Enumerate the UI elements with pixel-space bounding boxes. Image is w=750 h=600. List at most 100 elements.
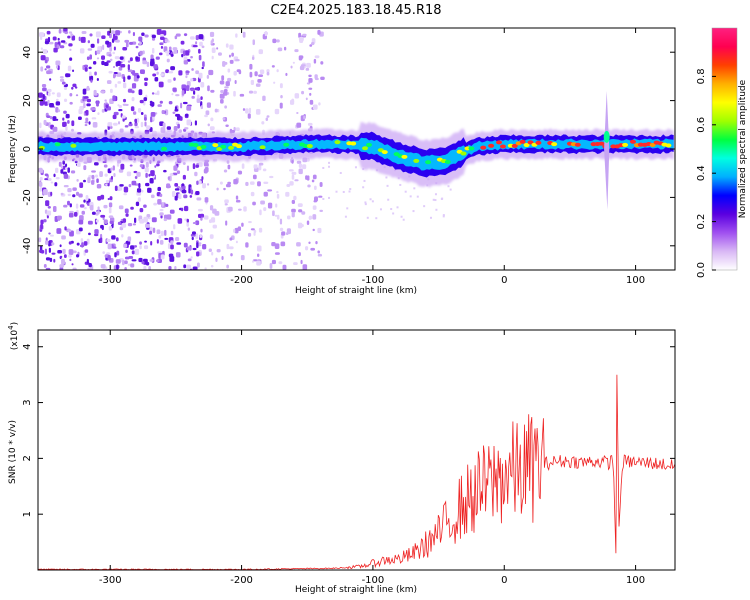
noise-speckle xyxy=(169,209,175,214)
noise-speckle xyxy=(429,216,432,219)
noise-speckle xyxy=(256,260,261,266)
noise-speckle xyxy=(47,36,51,43)
noise-speckle xyxy=(143,216,149,223)
noise-speckle xyxy=(219,80,225,85)
noise-speckle xyxy=(190,88,196,92)
noise-speckle xyxy=(106,238,111,243)
noise-speckle xyxy=(62,121,67,128)
noise-speckle xyxy=(289,169,294,172)
noise-speckle xyxy=(181,183,185,187)
noise-speckle xyxy=(123,76,126,83)
noise-speckle xyxy=(55,98,59,102)
noise-speckle xyxy=(112,165,115,171)
noise-speckle xyxy=(138,182,141,189)
noise-speckle xyxy=(112,95,116,102)
noise-speckle xyxy=(124,187,128,192)
noise-speckle xyxy=(85,195,89,201)
noise-speckle xyxy=(124,256,130,260)
noise-speckle xyxy=(199,41,203,47)
noise-speckle xyxy=(280,241,286,247)
noise-speckle xyxy=(238,208,242,211)
noise-speckle xyxy=(48,240,51,247)
noise-speckle xyxy=(58,29,62,34)
noise-speckle xyxy=(165,50,170,54)
spike-streak xyxy=(604,90,610,210)
noise-speckle xyxy=(122,82,127,89)
noise-speckle xyxy=(303,115,306,120)
spectrogram-ridge xyxy=(38,90,674,210)
noise-speckle xyxy=(130,206,134,210)
noise-speckle xyxy=(70,170,76,174)
noise-speckle xyxy=(192,247,197,251)
noise-speckle xyxy=(276,193,280,199)
noise-speckle xyxy=(262,168,267,172)
noise-speckle xyxy=(227,77,232,82)
noise-speckle xyxy=(404,190,407,193)
noise-speckle xyxy=(296,112,299,115)
noise-speckle xyxy=(275,203,278,208)
noise-speckle xyxy=(94,92,98,96)
noise-speckle xyxy=(298,168,303,175)
noise-speckle xyxy=(45,237,48,242)
spectrogram-x-ticks: -300 -200 -100 0 100 xyxy=(99,28,645,286)
noise-speckle xyxy=(252,259,258,262)
noise-speckle xyxy=(114,252,117,258)
noise-speckle xyxy=(173,49,178,54)
noise-speckle xyxy=(259,69,265,75)
noise-speckle xyxy=(181,189,187,194)
noise-speckle xyxy=(308,77,313,83)
noise-speckle xyxy=(286,228,291,235)
noise-speckle xyxy=(302,33,307,37)
noise-speckle xyxy=(153,202,158,206)
colorbar-tick-label: 0.0 xyxy=(696,262,707,278)
noise-speckle xyxy=(91,180,95,185)
noise-speckle xyxy=(286,184,291,187)
noise-speckle xyxy=(164,237,169,240)
noise-speckle xyxy=(199,234,203,238)
noise-speckle xyxy=(219,181,223,185)
noise-speckle xyxy=(90,79,93,83)
noise-speckle xyxy=(216,248,221,253)
colorbar-tick-label: 0.8 xyxy=(696,68,707,84)
noise-speckle xyxy=(160,73,164,76)
noise-speckle xyxy=(160,45,164,49)
noise-speckle xyxy=(291,199,296,205)
noise-speckle xyxy=(167,176,170,180)
noise-speckle xyxy=(306,220,310,226)
noise-speckle xyxy=(149,226,153,232)
noise-speckle xyxy=(38,237,42,243)
noise-speckle xyxy=(409,195,412,198)
colorbar-ticks: 0.0 0.2 0.4 0.6 0.8 xyxy=(696,68,716,278)
noise-speckle xyxy=(108,54,112,57)
noise-speckle xyxy=(134,217,137,224)
noise-speckle xyxy=(251,260,255,263)
noise-speckle xyxy=(369,198,372,201)
x-tick-label: -200 xyxy=(230,575,253,586)
noise-speckle xyxy=(196,242,199,249)
noise-speckle xyxy=(196,98,201,104)
noise-speckle xyxy=(252,201,256,206)
noise-speckle xyxy=(119,56,124,60)
noise-speckle xyxy=(63,173,69,179)
noise-speckle xyxy=(109,58,113,62)
noise-speckle xyxy=(212,208,217,214)
noise-speckle xyxy=(63,98,68,102)
noise-speckle xyxy=(110,175,113,180)
noise-speckle xyxy=(40,55,46,61)
noise-speckle xyxy=(65,126,68,131)
colorbar-frame xyxy=(711,27,738,271)
noise-speckle xyxy=(207,123,210,127)
noise-speckle xyxy=(57,37,60,41)
noise-speckle xyxy=(96,100,99,107)
ridge-hotspot xyxy=(70,143,77,148)
noise-speckle xyxy=(100,194,105,200)
noise-speckle xyxy=(181,185,186,190)
noise-speckle xyxy=(210,89,215,93)
noise-speckle xyxy=(87,220,93,225)
noise-speckle xyxy=(79,105,85,110)
noise-speckle xyxy=(204,114,208,118)
noise-speckle xyxy=(190,78,194,82)
noise-speckle xyxy=(287,215,291,220)
noise-speckle xyxy=(135,231,140,234)
